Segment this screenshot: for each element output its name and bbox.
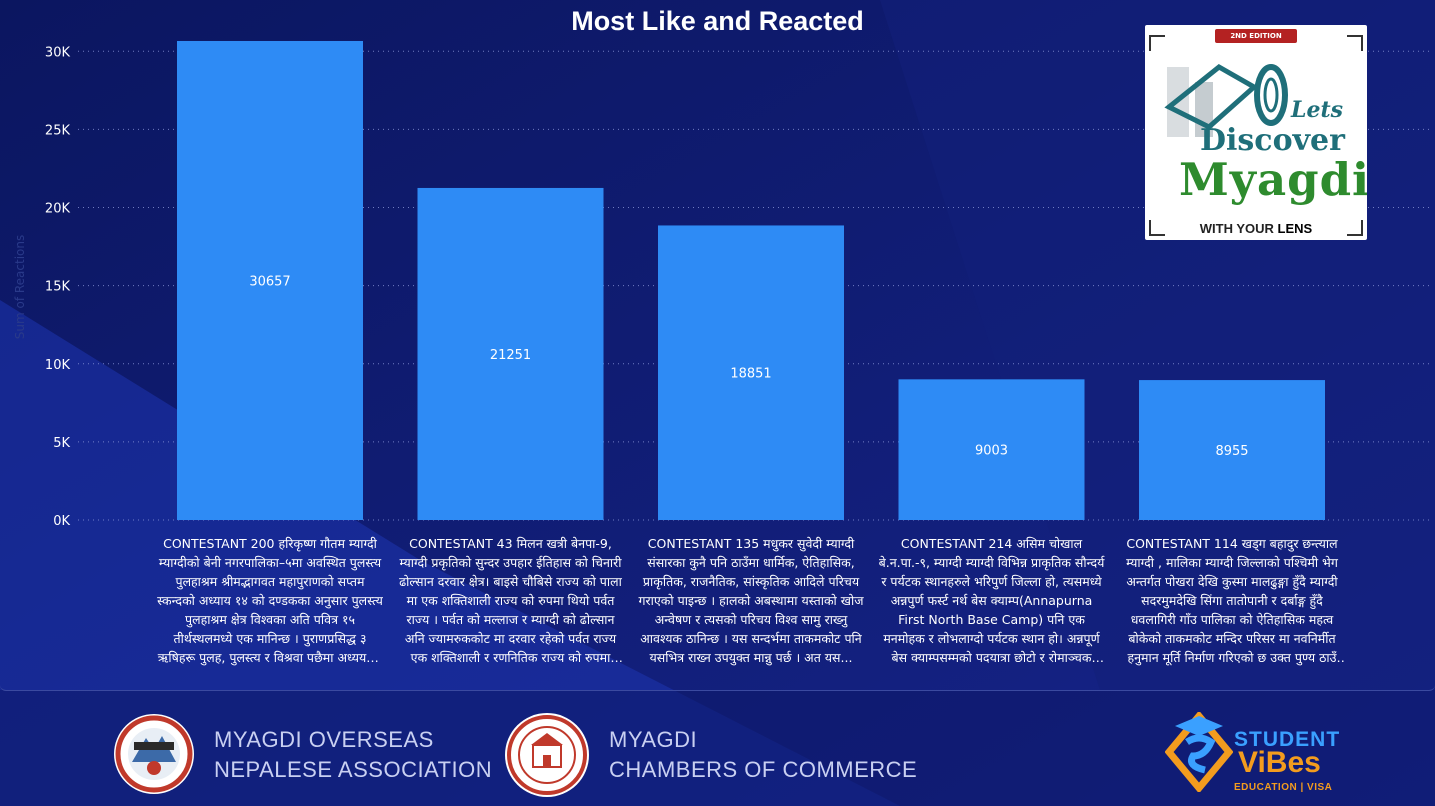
bar-chart: 0K 5K 10K 15K 20K 25K 30K 30657 21251 18851 9003 89…: [45, 40, 1432, 529]
category-label: CONTESTANT 200 हरिकृष्ण गौतम म्याग्दी म्…: [157, 536, 383, 665]
bar[interactable]: [898, 379, 1085, 520]
y-tick-label: 10K: [45, 358, 71, 373]
bar-value-label: 21251: [490, 348, 531, 363]
logo-discover: Discover: [1200, 123, 1345, 158]
bar[interactable]: [417, 187, 604, 520]
org2-name: MYAGDI CHAMBERS OF COMMERCE: [609, 725, 917, 785]
corner-bracket-icon: [1149, 220, 1165, 236]
category-label: CONTESTANT 114 खड्ग बहादुर छन्त्याल म्या…: [1126, 536, 1338, 665]
mona-seal-icon: [114, 714, 194, 794]
sponsor-line2: ViBes: [1238, 746, 1321, 779]
bar[interactable]: [658, 225, 844, 520]
category-label: CONTESTANT 214 असिम चोखाल बे.न.पा.-९, म्…: [878, 536, 1105, 665]
y-tick-label: 5K: [53, 436, 70, 451]
y-tick-label: 30K: [45, 45, 71, 60]
org2-line2: CHAMBERS OF COMMERCE: [609, 757, 918, 782]
logo-tagline: WITH YOUR LENS: [1145, 221, 1367, 236]
corner-bracket-icon: [1347, 220, 1363, 236]
chart-title: Most Like and Reacted: [571, 6, 864, 36]
corner-bracket-icon: [1347, 35, 1363, 51]
lets-discover-myagdi-logo: 2ND EDITION Lets Discover Myagdi WITH YO…: [1145, 25, 1367, 240]
edition-badge: 2ND EDITION: [1215, 29, 1297, 43]
chart-panel: [0, 690, 1435, 691]
bar-value-label: 8955: [1215, 444, 1248, 459]
org1-line2: NEPALESE ASSOCIATION: [214, 757, 493, 782]
bar-value-label: 18851: [730, 367, 771, 382]
sponsor-line3: EDUCATION | VISA: [1234, 782, 1333, 793]
org1-name: MYAGDI OVERSEAS NEPALESE ASSOCIATION: [214, 725, 492, 785]
logo-lets: Lets: [1291, 97, 1344, 123]
camera-icon: [1164, 63, 1288, 137]
y-tick-label: 20K: [45, 202, 71, 217]
org1-line1: MYAGDI OVERSEAS: [214, 727, 434, 752]
y-tick-label: 25K: [45, 123, 71, 138]
logo-myagdi: Myagdi: [1179, 153, 1367, 206]
category-label: CONTESTANT 43 मिलन खत्री बेनपा-9, म्याग्…: [399, 536, 622, 665]
sponsor-line1: STUDENT: [1234, 728, 1341, 751]
bar[interactable]: [1139, 380, 1325, 520]
y-tick-label: 15K: [45, 280, 71, 295]
chamber-seal-icon: [505, 713, 589, 797]
org2-line1: MYAGDI: [609, 727, 698, 752]
bar-value-label: 9003: [975, 444, 1008, 459]
y-tick-label: 0K: [53, 514, 70, 529]
bar[interactable]: [177, 40, 363, 520]
student-vibes-logo-icon: [1165, 712, 1233, 792]
logo-tagline-with: WITH YOUR: [1199, 221, 1278, 236]
corner-bracket-icon: [1149, 35, 1165, 51]
logo-tagline-lens: LENS: [1277, 221, 1313, 236]
category-label: CONTESTANT 135 मधुकर सुवेदी म्याग्दी संस…: [638, 536, 864, 665]
bar-value-label: 30657: [249, 274, 290, 289]
